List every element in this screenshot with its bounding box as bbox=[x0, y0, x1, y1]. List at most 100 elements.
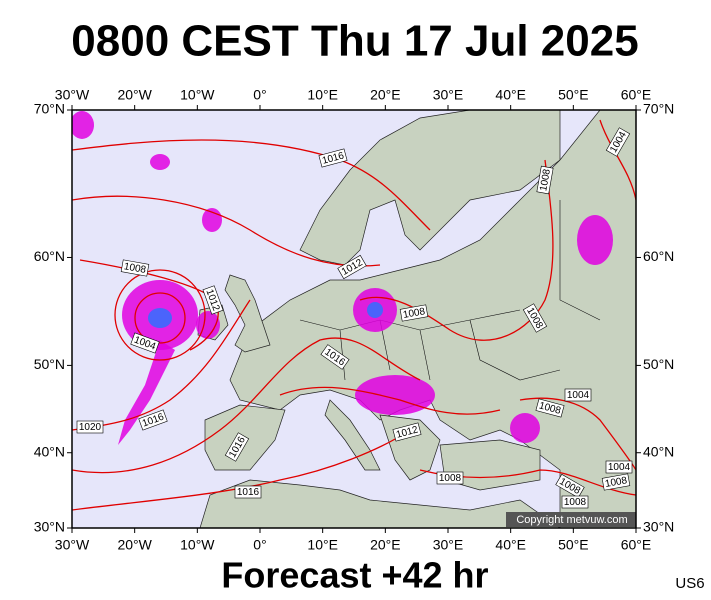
longitude-label: 0° bbox=[253, 537, 266, 553]
isobar-label-box bbox=[76, 420, 104, 434]
longitude-label: 50°E bbox=[558, 87, 589, 103]
copyright-box bbox=[506, 512, 636, 527]
isobar-label-box bbox=[605, 460, 633, 474]
isobar bbox=[114, 269, 206, 361]
latitude-label: 30°N bbox=[34, 519, 65, 535]
longitude-label: 30°E bbox=[433, 87, 464, 103]
isobar-label-box bbox=[522, 303, 548, 333]
isobar-label-text: 1004 bbox=[567, 390, 590, 401]
isobar-label-box bbox=[605, 127, 631, 157]
rain-area bbox=[577, 215, 613, 265]
isobar-label: 1008 bbox=[536, 165, 554, 195]
isobar bbox=[72, 337, 421, 474]
isobar bbox=[72, 195, 381, 267]
isobar-label-text: 1008 bbox=[538, 168, 553, 192]
isobar bbox=[72, 429, 411, 511]
isobar-label-box bbox=[564, 388, 592, 402]
isobar-label-box bbox=[138, 409, 168, 431]
latitude-label: 60°N bbox=[34, 248, 65, 264]
rain-area bbox=[355, 375, 435, 415]
isobar-label-box bbox=[120, 259, 150, 277]
longitude-label: 10°E bbox=[307, 537, 338, 553]
isobar-label-box bbox=[130, 332, 160, 354]
longitude-label: 40°E bbox=[495, 87, 526, 103]
isobar-label-text: 1008 bbox=[439, 473, 462, 484]
latitude-label: 70°N bbox=[34, 101, 65, 117]
precipitation bbox=[72, 111, 613, 445]
isobar bbox=[359, 159, 554, 341]
isobar-label: 1004 bbox=[564, 388, 592, 402]
longitude-label: 60°E bbox=[621, 87, 652, 103]
isobar-label-box bbox=[337, 254, 367, 280]
isobar-label: 1008 bbox=[120, 259, 150, 277]
isobar-label-box bbox=[536, 165, 554, 195]
isobar bbox=[599, 119, 636, 201]
land-africa bbox=[199, 479, 561, 528]
isobar-label-text: 1008 bbox=[564, 497, 587, 508]
longitude-label: 30°E bbox=[433, 537, 464, 553]
longitude-label: 40°E bbox=[495, 537, 526, 553]
isobar-label: 1016 bbox=[318, 148, 348, 168]
longitude-label: 20°E bbox=[370, 87, 401, 103]
isobar bbox=[519, 397, 636, 471]
latitude-label: 40°N bbox=[643, 443, 674, 459]
isobar-label-text: 1008 bbox=[123, 261, 147, 276]
longitude-label: 30°W bbox=[55, 87, 90, 103]
isobar-label-box bbox=[555, 473, 585, 499]
rain-area bbox=[150, 154, 170, 170]
longitude-label: 10°W bbox=[180, 87, 215, 103]
isobar-label: 1008 bbox=[535, 398, 565, 418]
longitude-label: 0° bbox=[253, 87, 266, 103]
isobar-label-text: 1008 bbox=[402, 306, 426, 321]
longitude-label: 20°E bbox=[370, 537, 401, 553]
isobar-label-text: 1016 bbox=[237, 487, 260, 498]
longitude-label: 50°E bbox=[558, 537, 589, 553]
isobar-label: 1020 bbox=[76, 420, 104, 434]
rain-area bbox=[72, 111, 94, 139]
isobar-label-box bbox=[535, 398, 565, 418]
isobar-label-box bbox=[392, 422, 422, 442]
latitude-label: 40°N bbox=[34, 443, 65, 459]
rain-area bbox=[196, 311, 220, 339]
isobar-label-box bbox=[436, 471, 464, 485]
longitude-label: 10°E bbox=[307, 87, 338, 103]
land-britain bbox=[224, 274, 271, 353]
forecast-label: Forecast +42 hr bbox=[221, 555, 488, 596]
copyright: Copyright metvuw.com bbox=[516, 514, 627, 526]
latitude-label: 50°N bbox=[643, 356, 674, 372]
isobar-label: 1008 bbox=[399, 304, 429, 322]
isobar-label: 1008 bbox=[601, 473, 631, 491]
isobar-label-box bbox=[202, 285, 224, 315]
model-label: US6 bbox=[675, 575, 704, 592]
isobar bbox=[72, 139, 431, 231]
isobar-label: 1008 bbox=[436, 471, 464, 485]
isobar-label-box bbox=[224, 432, 250, 462]
latitude-label: 30°N bbox=[643, 519, 674, 535]
rain-core bbox=[367, 302, 383, 318]
isobar-label-box bbox=[234, 485, 262, 499]
title: 0800 CEST Thu 17 Jul 2025 bbox=[71, 17, 638, 66]
isobar-label-box bbox=[320, 344, 350, 370]
latitude-label: 60°N bbox=[643, 248, 674, 264]
longitude-label: 20°W bbox=[117, 87, 152, 103]
latitude-label: 70°N bbox=[643, 101, 674, 117]
isobar-label: 1004 bbox=[605, 460, 633, 474]
land-scandinavia bbox=[299, 110, 561, 266]
map-frame bbox=[71, 109, 637, 529]
isobar bbox=[279, 386, 501, 415]
longitude-label: 30°W bbox=[55, 537, 90, 553]
isobar-label-box bbox=[561, 495, 589, 509]
isobar bbox=[72, 299, 251, 431]
isobar-label-text: 1004 bbox=[608, 462, 631, 473]
latitude-label: 50°N bbox=[34, 356, 65, 372]
isobar-label-text: 1008 bbox=[604, 475, 628, 490]
isobar-label-text: 1020 bbox=[79, 422, 102, 433]
longitude-label: 10°W bbox=[180, 537, 215, 553]
isobar bbox=[134, 292, 186, 344]
isobar-label: 1016 bbox=[234, 485, 262, 499]
rain-core bbox=[148, 308, 172, 328]
isobar-label-box bbox=[601, 473, 631, 491]
isobar-label-box bbox=[399, 304, 429, 322]
